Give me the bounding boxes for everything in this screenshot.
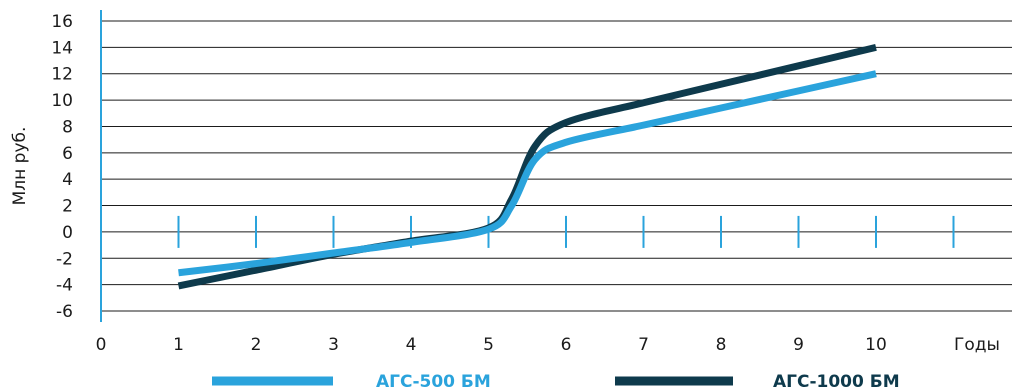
- y-tick-label: 8: [62, 117, 73, 137]
- series-lines: [177, 43, 877, 290]
- y-axis-label: Млн руб.: [10, 127, 30, 206]
- legend-label: АГС-1000 БМ: [773, 372, 900, 392]
- x-axis-label: Годы: [954, 335, 1000, 355]
- x-tick-label: 10: [865, 335, 887, 355]
- legend: АГС-500 БМ АГС-1000 БМ: [212, 372, 900, 392]
- y-tick-label: -6: [56, 302, 73, 322]
- y-tick-labels: 16 14 12 10 8 6 4 2 0 -2 -4 -6: [51, 12, 73, 322]
- x-tick-label: 8: [716, 335, 727, 355]
- y-tick-label: 12: [51, 65, 73, 85]
- x-tick-label: 2: [251, 335, 262, 355]
- x-tick-label: 0: [96, 335, 107, 355]
- x-tick-label: 3: [328, 335, 339, 355]
- y-tick-label: 16: [51, 12, 73, 32]
- x-tick-label: 5: [483, 335, 494, 355]
- y-tick-label: 4: [62, 170, 73, 190]
- x-tick-labels: 0 1 2 3 4 5 6 7 8 9 10: [96, 335, 887, 355]
- y-tick-label: 6: [62, 144, 73, 164]
- legend-label: АГС-500 БМ: [376, 372, 491, 392]
- x-tick-label: 7: [638, 335, 649, 355]
- y-tick-label: 14: [51, 38, 73, 58]
- y-tick-label: -2: [56, 249, 73, 269]
- x-tick-label: 6: [561, 335, 572, 355]
- y-tick-label: -4: [56, 276, 73, 296]
- series-line-ags-500: [178, 70, 877, 277]
- x-tick-label: 4: [406, 335, 417, 355]
- y-tick-label: 2: [62, 197, 73, 217]
- y-tick-label: 10: [51, 91, 73, 111]
- y-tick-label: 0: [62, 223, 73, 243]
- x-tick-label: 1: [173, 335, 184, 355]
- x-tick-label: 9: [793, 335, 804, 355]
